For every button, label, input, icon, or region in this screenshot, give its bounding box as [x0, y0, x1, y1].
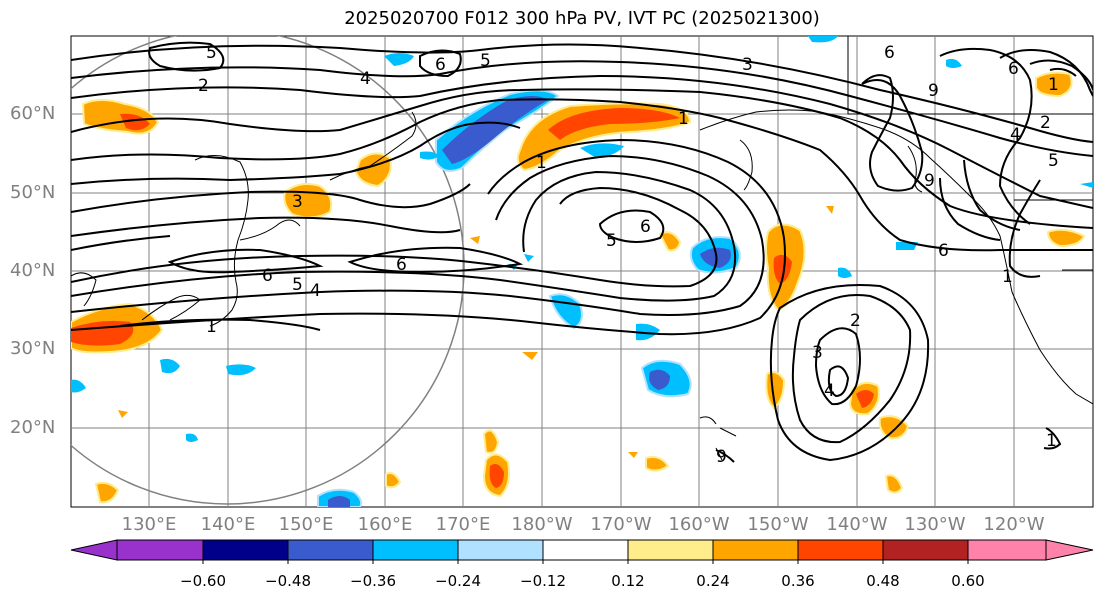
- colorbar-tick-label: −0.48: [265, 572, 311, 590]
- colorbar-bin: [457, 539, 544, 561]
- contour-label: 6: [396, 255, 407, 275]
- contour-label: 2: [198, 76, 209, 96]
- map-title: 2025020700 F012 300 hPa PV, IVT PC (2025…: [344, 8, 820, 29]
- contour-label: 3: [742, 55, 753, 75]
- contour-label: 2: [1040, 113, 1051, 133]
- contour-label: 1: [206, 317, 217, 337]
- lon-label: 180°W: [511, 514, 573, 535]
- colorbar-tick-label: 0.24: [696, 572, 730, 590]
- lon-label: 170°E: [435, 514, 491, 535]
- colorbar-tick-label: −0.36: [350, 572, 396, 590]
- colorbar-tick-label: −0.24: [435, 572, 481, 590]
- lat-label-50n: 50°N: [10, 182, 56, 203]
- lat-label-20n: 20°N: [10, 417, 56, 438]
- colorbar-extend-high: [1045, 539, 1094, 561]
- lon-label: 150°W: [747, 514, 809, 535]
- lat-label-30n: 30°N: [10, 338, 56, 359]
- contour-labels: 5 6 5 2 4 3 3 6 6 6 5 4 1 1 6 5 9 2 3 4 …: [198, 43, 1059, 467]
- contour-label: 3: [812, 343, 823, 363]
- contour-label: 5: [292, 275, 303, 295]
- shaded-negative-regions: [71, 36, 1093, 507]
- contour-label: 6: [884, 43, 895, 63]
- colorbar: [70, 539, 1094, 564]
- lat-label-60n: 60°N: [10, 103, 56, 124]
- contour-label: 4: [310, 281, 321, 301]
- lat-label-40n: 40°N: [10, 260, 56, 281]
- contour-label: 1: [678, 109, 689, 129]
- contour-label: 2: [850, 311, 861, 331]
- lon-label: 160°W: [668, 514, 730, 535]
- contour-label: 6: [435, 55, 446, 75]
- colorbar-tick-label: 0.12: [611, 572, 645, 590]
- contour-label: 1: [1002, 267, 1013, 287]
- contour-label: 6: [1008, 59, 1019, 79]
- lon-label: 160°E: [357, 514, 413, 535]
- lon-label: 170°W: [590, 514, 652, 535]
- colorbar-tick-label: −0.60: [180, 572, 226, 590]
- contour-label: 4: [1010, 125, 1021, 145]
- contour-label: 6: [262, 266, 273, 286]
- colorbar-tick-label: −0.12: [520, 572, 566, 590]
- colorbar-bin: [202, 539, 289, 561]
- contour-label: 4: [824, 381, 835, 401]
- colorbar-tick-label: 0.48: [866, 572, 900, 590]
- colorbar-bin: [797, 539, 884, 561]
- colorbar-bin: [712, 539, 799, 561]
- contour-label: 9: [716, 447, 727, 467]
- contour-label: 5: [480, 51, 491, 71]
- lon-label: 140°E: [200, 514, 256, 535]
- lon-label: 140°W: [826, 514, 888, 535]
- contour-label: 6: [938, 241, 949, 261]
- contour-label: 5: [206, 43, 217, 63]
- colorbar-bin: [627, 539, 714, 561]
- colorbar-tick-label: 0.60: [951, 572, 985, 590]
- contour-lines: [71, 41, 1093, 463]
- lon-label: 130°E: [121, 514, 177, 535]
- lon-label: 130°W: [904, 514, 966, 535]
- contour-label: 1: [1048, 75, 1059, 95]
- colorbar-extend-low: [70, 539, 118, 561]
- contour-label: 1: [536, 153, 547, 173]
- contour-label: 9: [928, 81, 939, 101]
- colorbar-bin: [542, 539, 629, 561]
- contour-label: 3: [292, 192, 303, 212]
- lon-label: 120°W: [983, 514, 1045, 535]
- colorbar-bin: [116, 539, 204, 561]
- colorbar-bin: [967, 539, 1047, 561]
- contour-label: 6: [640, 217, 651, 237]
- contour-label: 5: [1048, 151, 1059, 171]
- range-circle: [71, 36, 465, 505]
- contour-label: 5: [606, 231, 617, 251]
- contour-label: 4: [360, 69, 371, 89]
- colorbar-bin: [287, 539, 374, 561]
- colorbar-bin: [372, 539, 459, 561]
- colorbar-tick-label: 0.36: [781, 572, 815, 590]
- contour-label: 1: [1046, 431, 1057, 451]
- lon-label: 150°E: [278, 514, 334, 535]
- contour-label: 9: [924, 171, 935, 191]
- colorbar-bin: [882, 539, 969, 561]
